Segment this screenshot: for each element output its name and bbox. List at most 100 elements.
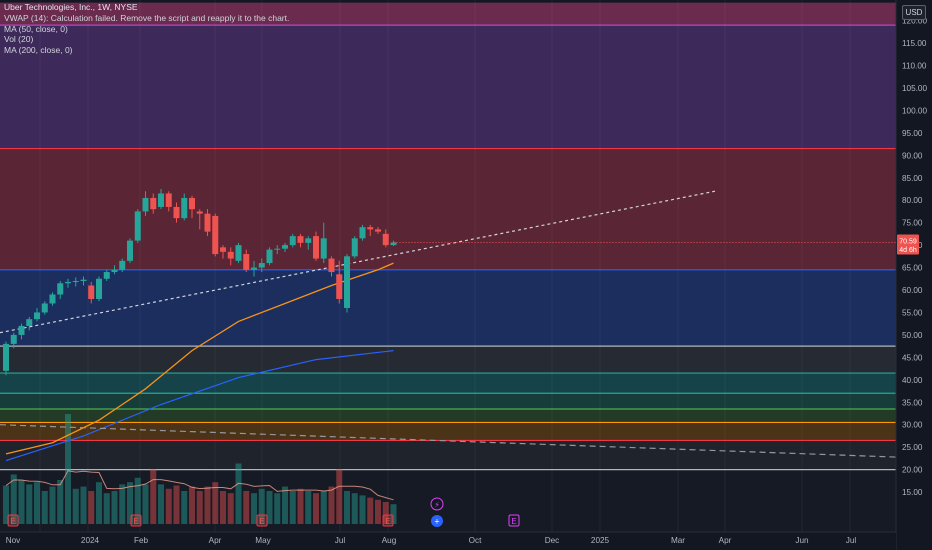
volume-bar — [220, 491, 226, 524]
candle-body — [351, 238, 358, 257]
volume-bar — [382, 502, 389, 524]
price-tick: 65.00 — [902, 264, 923, 273]
candle — [26, 316, 33, 331]
candle-body — [150, 197, 157, 210]
earnings-icon[interactable]: E — [508, 514, 520, 527]
volume-bar — [375, 499, 381, 524]
candle — [266, 247, 273, 266]
price-zone — [0, 393, 896, 409]
volume-bar — [41, 491, 48, 524]
time-tick: Feb — [134, 536, 149, 545]
horizontal-levels — [0, 24, 896, 471]
legend-ma50[interactable]: MA (50, close, 0) — [4, 23, 68, 34]
trendline-up — [0, 190, 716, 334]
volume-bar — [227, 493, 234, 524]
volume-bar — [65, 414, 71, 524]
earnings-icon[interactable]: E — [256, 514, 268, 527]
volume-bar — [274, 493, 281, 524]
price-tick: 50.00 — [902, 331, 923, 340]
candle-body — [80, 279, 87, 282]
legend-ma200[interactable]: MA (200, close, 0) — [4, 45, 73, 56]
volume-bar — [96, 482, 102, 524]
volume-bar — [266, 491, 273, 524]
candle — [34, 307, 40, 322]
candle-body — [390, 242, 397, 246]
candle — [382, 229, 389, 248]
volume-bar — [34, 482, 40, 524]
candle — [367, 224, 374, 237]
legend-title[interactable]: Uber Technologies, Inc., 1W, NYSE — [4, 2, 138, 12]
candle-body — [282, 245, 288, 249]
volume-bar — [282, 486, 288, 524]
volume-bar — [305, 491, 312, 524]
price-zone — [0, 346, 896, 374]
volume-bar — [119, 484, 126, 524]
volume-bar — [367, 497, 374, 524]
candle — [150, 193, 157, 214]
volume-bar — [72, 488, 79, 524]
candle — [196, 209, 203, 230]
candle-body — [49, 294, 56, 304]
candle — [243, 249, 250, 273]
earnings-icon-box — [130, 514, 142, 527]
candle — [134, 209, 141, 243]
currency-button[interactable]: USD — [902, 5, 926, 20]
volume-bar — [351, 493, 358, 524]
candle — [173, 202, 180, 223]
volume-bar — [26, 484, 33, 524]
candle-body — [320, 238, 327, 259]
volume-bar — [80, 486, 87, 524]
candle-body — [196, 211, 203, 214]
legend-vol[interactable]: Vol (20) — [4, 34, 34, 45]
candle — [111, 265, 118, 275]
candle-body — [189, 197, 195, 210]
legend-vwap[interactable]: VWAP (14): Calculation failed. Remove th… — [4, 12, 290, 23]
candle — [313, 231, 319, 261]
lightning-icon[interactable]: ⚡ — [430, 497, 444, 511]
candle-body — [251, 267, 257, 270]
volume-bar — [111, 491, 118, 524]
volume-bar — [18, 480, 25, 524]
candle-body — [26, 319, 33, 326]
earnings-icon-label: E — [10, 517, 15, 526]
volume-bar — [344, 491, 350, 524]
candle-body — [65, 281, 71, 284]
last-price-badge-bg — [897, 234, 919, 255]
candle — [10, 332, 17, 349]
ma200-line — [5, 350, 394, 462]
volume-bar — [390, 504, 397, 524]
candle — [305, 236, 312, 250]
price-tick: 30.00 — [902, 421, 923, 430]
price-tick: 95.00 — [902, 129, 923, 138]
candle — [320, 222, 327, 264]
candle — [65, 278, 71, 288]
volume-bar — [142, 484, 149, 524]
candle-body — [127, 240, 133, 261]
time-tick: May — [255, 536, 271, 545]
candle — [49, 292, 56, 306]
candle — [212, 213, 219, 257]
price-axis-bg — [896, 0, 932, 550]
news-icon[interactable]: + — [431, 515, 443, 527]
earnings-icon[interactable]: E — [7, 514, 19, 527]
candle-body — [344, 256, 350, 308]
volume-bar — [359, 495, 366, 524]
price-zones — [0, 2, 896, 532]
volume-bar — [313, 493, 319, 524]
trendline-down — [0, 424, 932, 459]
candle-body — [328, 258, 335, 273]
candle — [251, 260, 257, 277]
candle — [235, 242, 242, 264]
volume-ma-line — [5, 470, 394, 501]
last-price-value: 70.59 — [899, 238, 917, 245]
volume-bar — [173, 485, 180, 524]
time-tick: Apr — [719, 536, 732, 545]
earnings-icon[interactable]: E — [130, 514, 142, 527]
earnings-icon[interactable]: E — [382, 514, 394, 527]
candle-body — [305, 238, 312, 243]
candle — [344, 254, 350, 313]
candle-body — [266, 249, 273, 264]
volume-bar — [336, 469, 343, 524]
candle-body — [72, 281, 79, 283]
